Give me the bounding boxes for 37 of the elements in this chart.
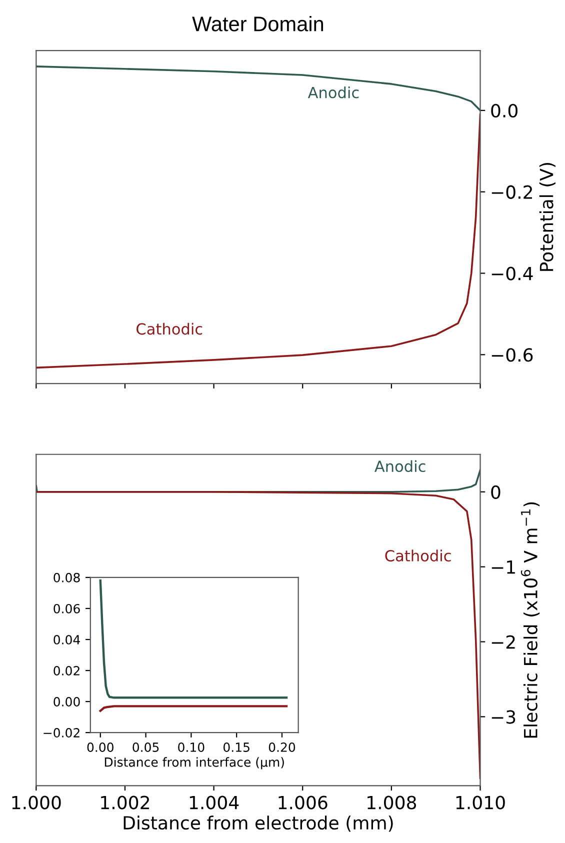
x-tick-label: 1.008 <box>368 796 416 810</box>
x-tick-label: 0.05 <box>132 742 159 752</box>
y-tick-label: 0.0 <box>491 104 518 118</box>
line-series <box>99 579 288 699</box>
x-tick-label: 1.000 <box>12 796 61 810</box>
x-tick-label: 1.004 <box>190 796 239 810</box>
line-series <box>36 114 480 369</box>
x-tick-label: 0.15 <box>223 742 250 752</box>
x-tick-label: 0.20 <box>268 742 296 752</box>
y-tick-label: 0.00 <box>54 697 80 706</box>
y-tick-label: 0.02 <box>54 666 80 676</box>
y-tick-label: −3 <box>492 710 516 724</box>
series-label: Cathodic <box>136 322 202 335</box>
line-series <box>36 66 480 112</box>
x-tick-label: 1.006 <box>278 796 328 810</box>
series-label: Cathodic <box>385 550 451 562</box>
y-tick-label: −0.2 <box>492 185 532 199</box>
y-tick-label: 0 <box>491 485 500 499</box>
y-tick-label: −0.4 <box>492 266 533 280</box>
y-axis-title: Potential (V) <box>539 162 556 271</box>
y-tick-label: 0.06 <box>54 604 80 614</box>
x-tick-label: 0.00 <box>87 742 114 752</box>
y-tick-label: −0.02 <box>44 728 80 738</box>
y-tick-label: −2 <box>492 635 515 649</box>
x-tick-label: 1.002 <box>101 796 150 810</box>
y-tick-label: 0.04 <box>54 634 80 644</box>
y-axis-title: Electric Field (x10$^{6}$ V m$^{−1}$) <box>520 502 540 738</box>
y-tick-label: −1 <box>492 560 515 574</box>
chart-title: Water Domain <box>192 16 324 32</box>
x-axis-title: Distance from interface (μm) <box>104 757 284 770</box>
x-axis-title: Distance from electrode (mm) <box>124 816 393 832</box>
y-tick-label: 0.08 <box>54 572 80 582</box>
series-label: Anodic <box>308 86 359 98</box>
x-tick-label: 0.10 <box>178 742 204 752</box>
x-tick-label: 1.010 <box>456 796 505 810</box>
series-label: Anodic <box>374 460 426 472</box>
y-tick-label: −0.6 <box>492 348 533 362</box>
